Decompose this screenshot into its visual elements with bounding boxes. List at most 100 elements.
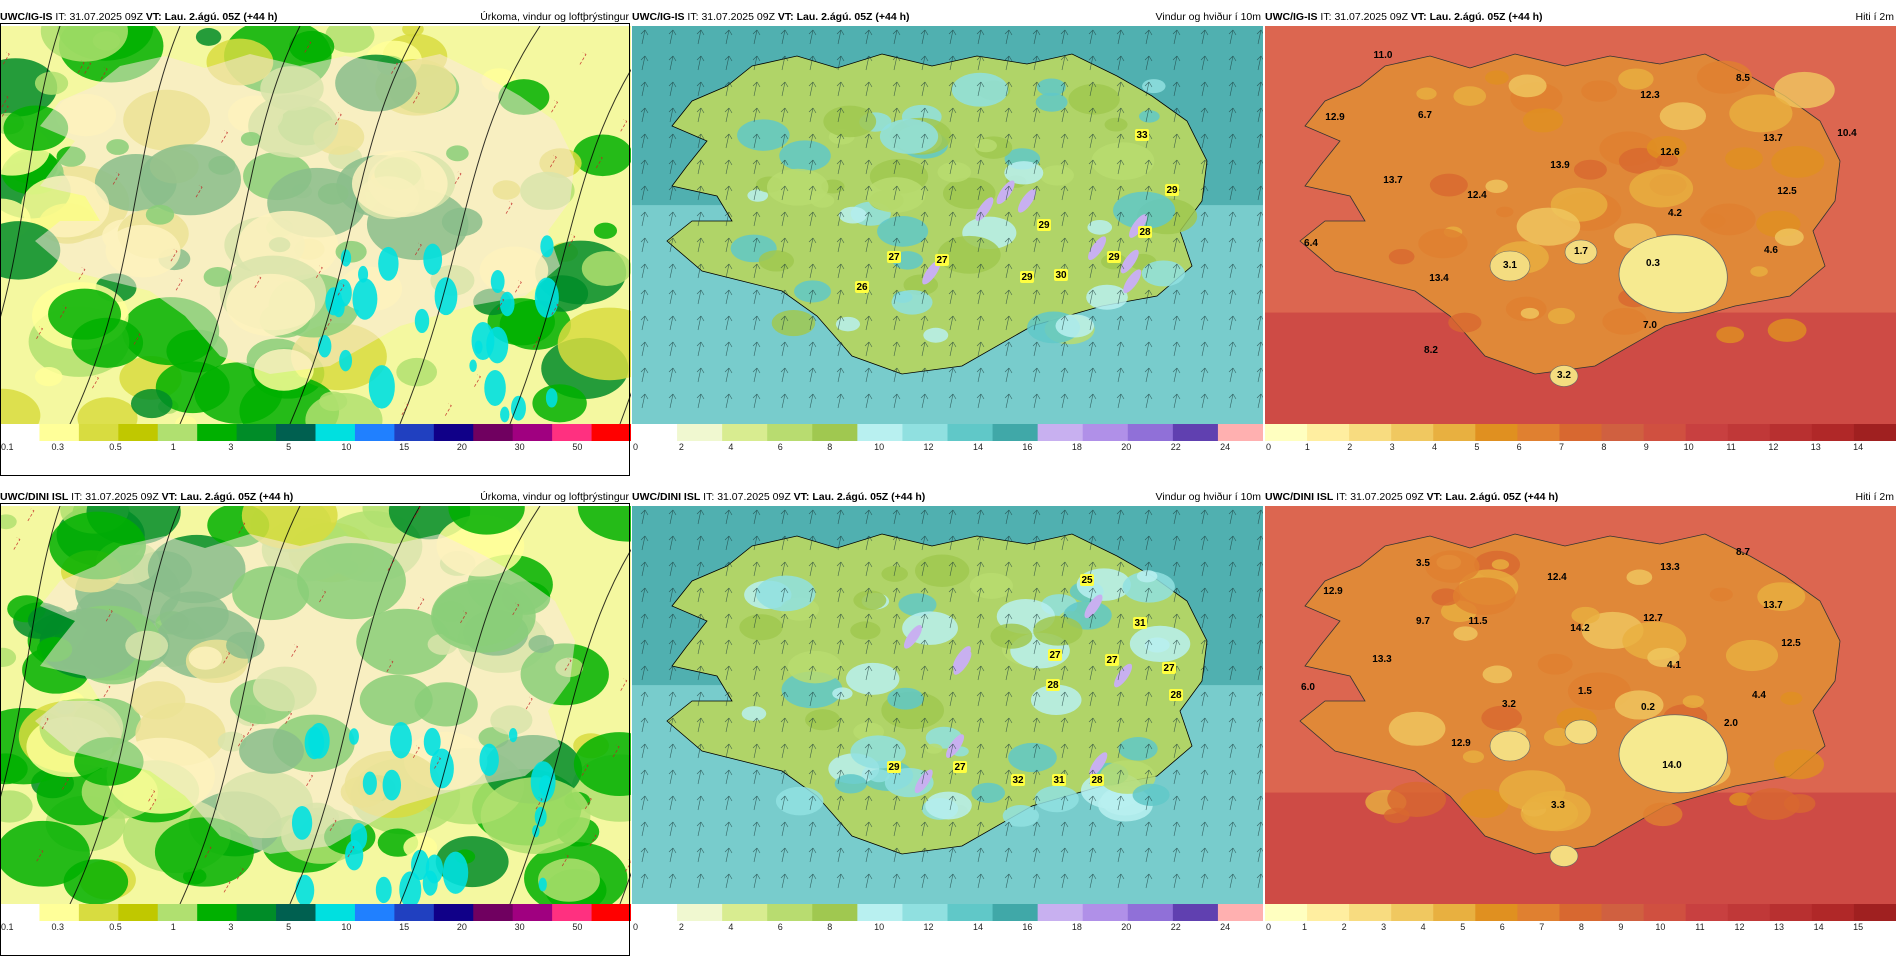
colorbar-swatch bbox=[947, 424, 994, 441]
legend-tick-label: 4 bbox=[1431, 442, 1437, 452]
colorbar bbox=[1265, 424, 1896, 441]
map-value-label: 27 bbox=[936, 255, 948, 266]
legend-tick-label: 14 bbox=[972, 922, 983, 932]
colorbar-swatch bbox=[473, 904, 514, 921]
colorbar-swatch bbox=[1769, 904, 1813, 921]
map-value-label: 11.0 bbox=[1374, 50, 1393, 61]
legend-tick-label: 9 bbox=[1643, 442, 1649, 452]
map-area: 11.0 12.9 6.7 13.7 12.4 13.9 12.3 8.5 12.6 13.7 10… bbox=[1265, 26, 1896, 424]
colorbar-swatch bbox=[1475, 424, 1518, 441]
legend-tick-label: 5 bbox=[1474, 442, 1480, 452]
map-value-label: 14.2 bbox=[1570, 623, 1590, 634]
map-value-label: 32 bbox=[1012, 775, 1024, 786]
colorbar-swatch bbox=[992, 904, 1039, 921]
colorbar-swatch bbox=[118, 904, 159, 921]
legend-ticks: 0 2 4 6 8 10 12 14 16 18 20 22 24 bbox=[632, 442, 1263, 454]
legend-tick-label: 15 bbox=[399, 442, 410, 452]
map-value-label: 27 bbox=[1106, 655, 1118, 666]
legend-tick-label: 1 bbox=[170, 922, 176, 932]
colorbar-swatch bbox=[1853, 424, 1896, 441]
colorbar-swatch bbox=[1853, 904, 1896, 921]
colorbar-swatch bbox=[78, 904, 119, 921]
model-name: UWC/DINI ISL bbox=[632, 491, 701, 503]
legend-tick-label: 30 bbox=[514, 442, 525, 452]
colorbar-swatch bbox=[1433, 424, 1476, 441]
legend-colorbar bbox=[632, 424, 1263, 441]
colorbar-swatch bbox=[1172, 904, 1219, 921]
temp-map: 3.5 13.3 8.7 12.9 12.4 9.7 11.5 14.2 12.7 13.7 13.… bbox=[1265, 506, 1896, 904]
legend-tick-label: 24 bbox=[1220, 442, 1231, 452]
map-area: 3.5 13.3 8.7 12.9 12.4 9.7 11.5 14.2 12.7 13.7 13.… bbox=[1265, 506, 1896, 904]
legend-tick-label: 8 bbox=[1601, 442, 1607, 452]
map-value-label: 28 bbox=[1091, 775, 1103, 786]
model-name: UWC/IG-IS bbox=[632, 11, 685, 23]
colorbar-swatch bbox=[118, 424, 159, 441]
colorbar-swatch bbox=[902, 424, 948, 441]
colorbar-swatch bbox=[1769, 424, 1813, 441]
wind-map: 25 31 27 27 28 27 28 27 29 32 31 28 bbox=[632, 506, 1263, 904]
legend-colorbar bbox=[0, 904, 631, 921]
colorbar-swatch bbox=[1172, 424, 1219, 441]
legend-ticks: 0 2 4 6 8 10 12 14 16 18 20 22 24 bbox=[632, 922, 1263, 934]
legend-tick-label: 6 bbox=[1499, 922, 1505, 932]
map-value-label: 10.4 bbox=[1837, 128, 1857, 139]
colorbar-swatch bbox=[1643, 424, 1687, 441]
colorbar-swatch bbox=[1127, 424, 1174, 441]
legend-tick-label: 13 bbox=[1774, 922, 1785, 932]
map-value-label: 13.9 bbox=[1550, 160, 1570, 171]
init-time: 31.07.2025 09Z bbox=[69, 11, 143, 23]
legend-tick-label: 14 bbox=[972, 442, 983, 452]
init-time: 31.07.2025 09Z bbox=[701, 11, 775, 23]
colorbar-swatch bbox=[1037, 904, 1084, 921]
init-time: 31.07.2025 09Z bbox=[717, 491, 791, 503]
colorbar-swatch bbox=[1811, 904, 1855, 921]
map-value-label: 29 bbox=[1108, 252, 1120, 263]
colorbar-swatch bbox=[902, 904, 948, 921]
colorbar bbox=[632, 424, 1263, 441]
legend-tick-label: 3 bbox=[228, 922, 234, 932]
colorbar-swatch bbox=[1601, 904, 1645, 921]
colorbar-swatch bbox=[1811, 424, 1855, 441]
legend-tick-label: 18 bbox=[1071, 922, 1082, 932]
panel-header: UWC/IG-IS IT: 31.07.2025 09Z VT: Lau. 2.… bbox=[1265, 8, 1896, 26]
colorbar-swatch bbox=[1217, 904, 1263, 921]
map-value-label: 29 bbox=[1021, 272, 1033, 283]
valid-time: VT: Lau. 2.ágú. 05Z (+44 h) bbox=[161, 491, 294, 503]
colorbar-swatch bbox=[157, 424, 198, 441]
colorbar-swatch bbox=[1349, 904, 1392, 921]
legend-tick-label: 1 bbox=[170, 442, 176, 452]
legend-tick-label: 24 bbox=[1220, 922, 1231, 932]
legend-tick-label: 3 bbox=[1381, 922, 1387, 932]
legend-ticks: 0 1 2 3 4 5 6 7 8 9 10 11 12 13 14 15 bbox=[1265, 922, 1896, 934]
map-value-label: 1.7 bbox=[1574, 246, 1588, 257]
map-value-label: 6.4 bbox=[1304, 238, 1318, 249]
init-time: 31.07.2025 09Z bbox=[85, 491, 159, 503]
colorbar-swatch bbox=[1349, 424, 1392, 441]
legend-tick-label: 20 bbox=[456, 442, 467, 452]
model-name: UWC/IG-IS bbox=[0, 11, 53, 23]
map-value-label: 31 bbox=[1134, 618, 1146, 629]
map-value-label: 12.4 bbox=[1547, 572, 1567, 583]
map-value-label: 27 bbox=[1163, 663, 1175, 674]
legend-tick-label: 15 bbox=[399, 922, 410, 932]
colorbar bbox=[632, 904, 1263, 921]
legend-colorbar bbox=[0, 424, 631, 441]
colorbar-swatch bbox=[157, 904, 198, 921]
map-value-label: 30 bbox=[1055, 270, 1067, 281]
legend-tick-label: 0.5 bbox=[109, 442, 122, 452]
legend-tick-label: 3 bbox=[1389, 442, 1395, 452]
legend-tick-label: 11 bbox=[1726, 442, 1736, 452]
legend-tick-label: 5 bbox=[1460, 922, 1466, 932]
colorbar-swatch bbox=[1433, 904, 1476, 921]
colorbar-swatch bbox=[812, 904, 858, 921]
map-value-label: 27 bbox=[888, 252, 900, 263]
colorbar-swatch bbox=[1127, 904, 1174, 921]
colorbar-swatch bbox=[992, 424, 1039, 441]
legend-tick-label: 10 bbox=[341, 922, 352, 932]
panel-dini-wind: UWC/DINI ISL IT: 31.07.2025 09Z VT: Lau.… bbox=[632, 488, 1263, 956]
legend-tick-label: 4 bbox=[728, 922, 734, 932]
map-value-label: 6.7 bbox=[1418, 110, 1432, 121]
init-time: 31.07.2025 09Z bbox=[1350, 491, 1424, 503]
valid-time: VT: Lau. 2.ágú. 05Z (+44 h) bbox=[1410, 11, 1543, 23]
legend-tick-label: 0 bbox=[1266, 442, 1272, 452]
